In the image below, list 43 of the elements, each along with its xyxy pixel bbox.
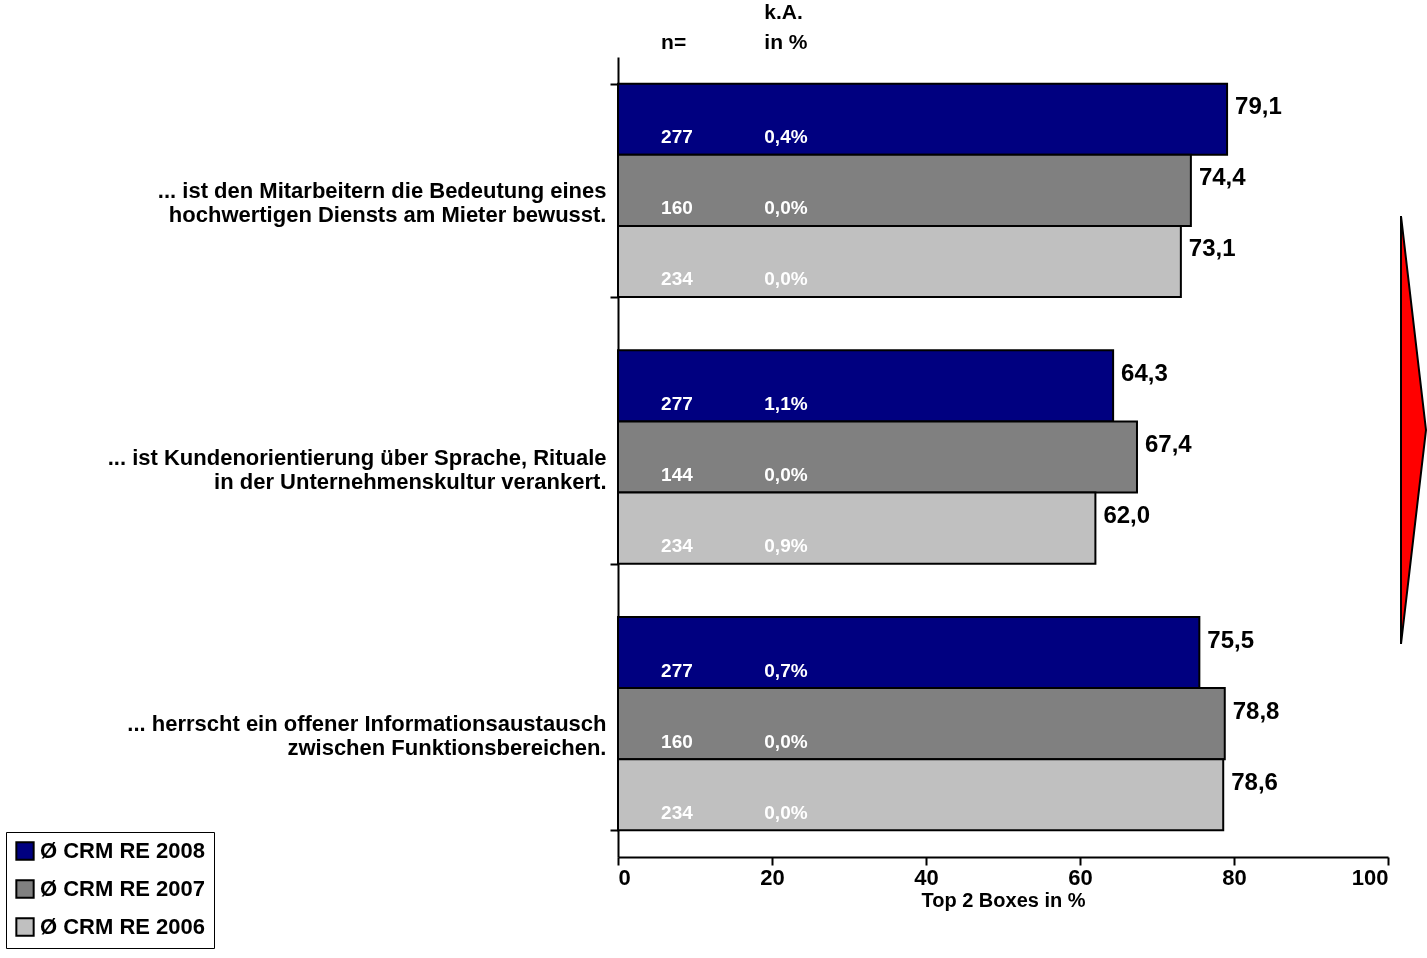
- annotation: 160: [661, 730, 693, 752]
- data-label: 78,6: [1231, 767, 1278, 795]
- annotation: 234: [661, 801, 694, 823]
- x-tick-label: 100: [1351, 864, 1389, 890]
- text: in %: [764, 30, 808, 53]
- data-label: 64,3: [1121, 358, 1168, 386]
- data-label: 73,1: [1188, 234, 1236, 262]
- annotation: 277: [661, 659, 693, 681]
- data-label: 79,1: [1235, 92, 1282, 120]
- legend-label: Ø CRM RE 2008: [40, 838, 206, 863]
- annotation: 0,0%: [764, 197, 808, 219]
- annotation: 0,4%: [764, 126, 808, 148]
- x-tick-label: 20: [760, 864, 785, 890]
- data-label: 75,5: [1207, 625, 1255, 653]
- annotation: 277: [661, 392, 693, 414]
- data-label: 78,8: [1232, 696, 1280, 724]
- legend-label: Ø CRM RE 2006: [40, 914, 206, 939]
- x-tick-label: 80: [1222, 864, 1247, 890]
- x-tick-label: 40: [914, 864, 939, 890]
- data-label: 74,4: [1198, 163, 1247, 191]
- annotation: 0,0%: [764, 801, 808, 823]
- x-axis-title: Top 2 Boxes in %: [921, 888, 1086, 911]
- x-tick-label: 0: [618, 864, 631, 890]
- annotation: 234: [661, 535, 694, 557]
- annotation: 160: [661, 197, 693, 219]
- annotation: 0,7%: [764, 659, 808, 681]
- y-tick-label: ... herrscht ein offener Informationsaustausch zwischen Funktionsbereichen.: [127, 711, 607, 761]
- legend-label: Ø CRM RE 2007: [40, 876, 206, 901]
- data-label: 67,4: [1144, 430, 1193, 457]
- annotation: 1,1%: [764, 392, 808, 414]
- annotation: 234: [661, 268, 694, 290]
- annotation: 0,9%: [764, 535, 808, 557]
- y-tick-label: ... ist den Mitarbeitern die Bedeutung eines hochwertigen Diensts am Mieter bewusst.: [157, 177, 607, 227]
- annotation: 0,0%: [764, 464, 808, 485]
- y-tick-label: ... ist Kundenorientierung über Sprache, Rituale in der Unternehmenskultur verankert.: [107, 444, 607, 494]
- text: k.A.: [764, 0, 803, 23]
- x-tick-label: 60: [1068, 864, 1093, 890]
- text: n=: [661, 30, 687, 53]
- annotation: 277: [661, 126, 693, 148]
- annotation: 0,0%: [764, 730, 808, 752]
- annotation: 0,0%: [764, 268, 808, 290]
- annotation: 144: [661, 464, 694, 485]
- data-label: 62,0: [1103, 501, 1151, 529]
